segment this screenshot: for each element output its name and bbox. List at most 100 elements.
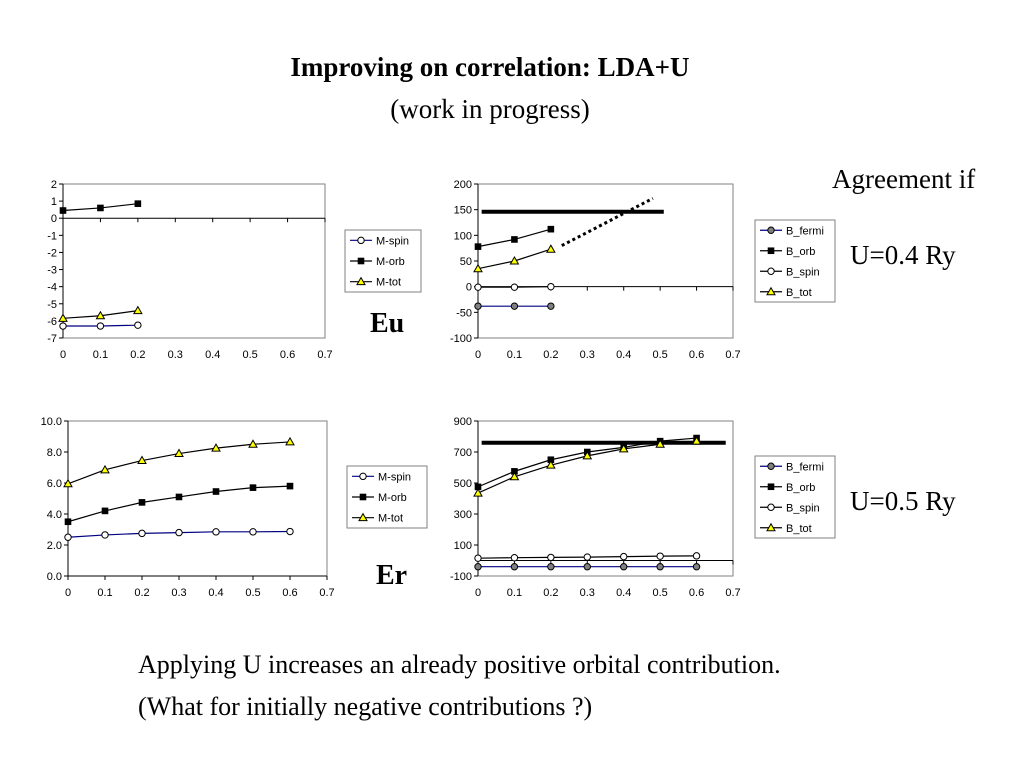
data-point-m-tot xyxy=(211,443,221,452)
data-point-b_spin xyxy=(547,282,555,291)
data-point-b_tot xyxy=(509,255,520,265)
y-tick-label: 500 xyxy=(454,478,472,490)
x-tick-label: 0.5 xyxy=(652,349,667,361)
legend-marker xyxy=(767,247,775,255)
data-point-m-spin xyxy=(286,527,294,536)
data-point-m-tot xyxy=(174,448,184,458)
data-point-m-orb xyxy=(138,499,146,506)
data-point-m-orb xyxy=(286,482,294,490)
data-point-b_orb xyxy=(474,243,482,250)
legend-marker xyxy=(767,462,775,470)
y-tick-label: -4 xyxy=(47,282,57,294)
data-point-b_fermi xyxy=(620,563,628,571)
x-tick-label: 0.4 xyxy=(205,349,220,361)
data-point-b_fermi xyxy=(583,563,591,571)
y-tick-label: 10.0 xyxy=(41,416,62,428)
y-tick-label: 150 xyxy=(454,205,472,217)
y-tick-label: 0 xyxy=(51,213,57,225)
x-tick-label: 0.2 xyxy=(543,587,558,599)
x-tick-label: 0.1 xyxy=(507,349,522,361)
data-point-m-spin xyxy=(101,531,109,539)
data-point-b_fermi xyxy=(547,563,555,571)
data-point-b_tot xyxy=(618,443,629,453)
data-point-m-spin xyxy=(64,533,72,541)
legend-marker xyxy=(767,483,775,491)
data-point-b_spin xyxy=(510,554,519,562)
data-point-b_spin xyxy=(656,552,664,560)
data-point-m-spin xyxy=(138,529,146,538)
data-point-m-tot xyxy=(137,455,147,465)
legend-marker xyxy=(767,226,775,234)
legend-marker xyxy=(359,472,367,481)
data-point-b_orb xyxy=(474,483,482,491)
x-tick-label: 0.6 xyxy=(282,587,297,599)
data-point-b_tot xyxy=(545,460,556,469)
data-point-m-orb xyxy=(101,507,109,515)
x-tick-label: 0.5 xyxy=(242,349,257,361)
data-point-m-orb xyxy=(64,518,72,526)
legend-label: B_orb xyxy=(786,246,815,258)
x-tick-label: 0.5 xyxy=(652,587,667,599)
plot-area xyxy=(62,183,326,339)
legend-label: M-orb xyxy=(376,256,405,268)
data-point-b_fermi xyxy=(692,563,701,571)
slide-title: Improving on correlation: LDA+U xyxy=(290,52,690,82)
legend-label: M-spin xyxy=(378,471,411,483)
legend-marker xyxy=(357,236,365,245)
y-tick-label: -3 xyxy=(47,265,57,277)
legend-marker xyxy=(358,512,368,522)
data-point-m-tot xyxy=(58,313,68,322)
legend-box xyxy=(754,219,836,303)
x-tick-label: 0.3 xyxy=(171,587,186,599)
plot-area xyxy=(477,420,734,577)
data-point-m-spin xyxy=(59,322,67,330)
data-point-m-spin xyxy=(134,321,142,329)
x-tick-label: 0.5 xyxy=(245,587,260,599)
x-tick-label: 0.7 xyxy=(725,349,740,361)
y-tick-label: 4.0 xyxy=(47,509,62,521)
legend-label: M-tot xyxy=(376,277,401,289)
footer-line-2: (What for initially negative contributio… xyxy=(138,692,593,721)
u-eu-value: U=0.4 Ry xyxy=(850,240,956,270)
legend-marker xyxy=(767,503,775,511)
data-point-b_orb xyxy=(511,468,518,475)
data-point-b_tot xyxy=(545,244,556,253)
x-tick-label: 0.4 xyxy=(616,587,631,599)
data-point-b_tot xyxy=(655,439,666,448)
x-tick-label: 0.6 xyxy=(689,349,704,361)
legend-label: B_tot xyxy=(786,523,812,535)
agreement-text: Agreement if xyxy=(832,164,976,194)
y-tick-label: 900 xyxy=(454,416,472,428)
data-point-m-spin xyxy=(249,528,257,536)
legend-label: B_spin xyxy=(786,502,820,514)
x-tick-label: 0.7 xyxy=(319,587,334,599)
data-point-b_spin xyxy=(510,283,519,291)
data-point-b_spin xyxy=(620,552,628,561)
data-point-m-spin xyxy=(212,528,220,536)
data-point-m-orb xyxy=(97,204,104,212)
u-er-value: U=0.5 Ry xyxy=(850,486,956,516)
y-tick-label: 2.0 xyxy=(47,540,62,552)
data-point-b_orb xyxy=(511,236,518,243)
data-point-b_spin xyxy=(547,553,555,562)
y-tick-label: -2 xyxy=(47,247,57,259)
extrapolation-line xyxy=(561,197,654,247)
data-point-b_spin xyxy=(474,283,482,291)
y-tick-label: 8.0 xyxy=(47,447,62,459)
data-point-b_orb xyxy=(547,225,555,233)
x-tick-label: 0 xyxy=(65,587,71,599)
legend-marker xyxy=(766,522,776,532)
data-point-m-tot xyxy=(248,439,258,448)
data-point-b_tot xyxy=(509,471,520,481)
y-tick-label: 50 xyxy=(460,256,472,268)
plot-area xyxy=(477,183,734,339)
data-point-b_fermi xyxy=(656,563,664,571)
x-tick-label: 0.7 xyxy=(317,349,332,361)
data-point-m-orb xyxy=(212,488,220,495)
x-tick-label: 0.4 xyxy=(616,349,631,361)
x-tick-label: 0.2 xyxy=(130,349,145,361)
data-point-b_spin xyxy=(474,554,482,562)
data-point-m-tot xyxy=(95,310,106,320)
